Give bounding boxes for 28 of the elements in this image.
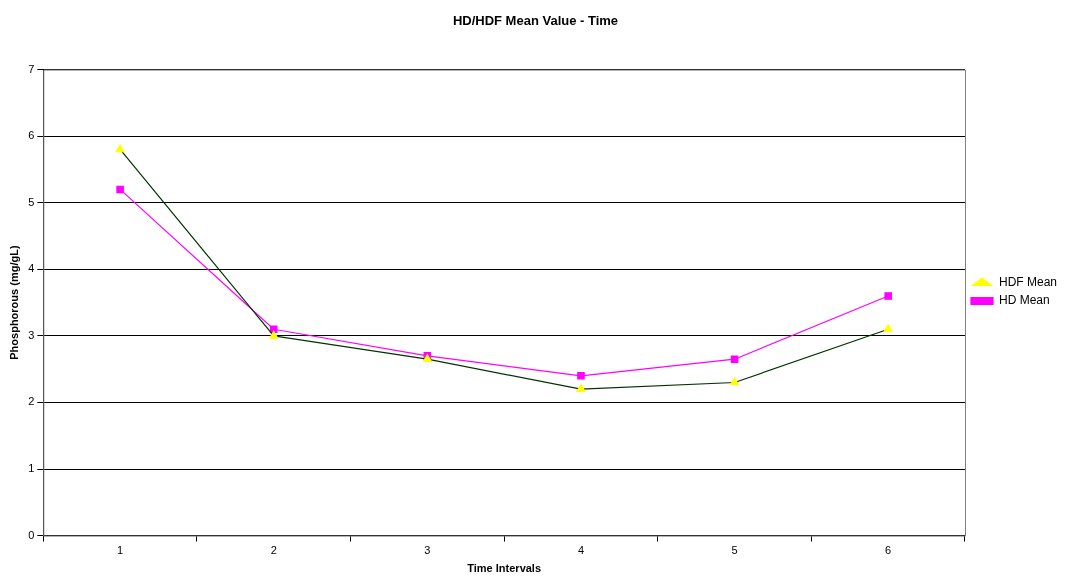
- y-tick-label: 1: [28, 462, 35, 475]
- point: [116, 185, 124, 194]
- y-tick-label: 2: [28, 395, 35, 408]
- y-tick-label: 4: [28, 262, 35, 275]
- y-tick-label: 6: [28, 129, 35, 142]
- point: [730, 355, 739, 363]
- x-tick-label: 6: [885, 544, 892, 557]
- x-tick-label: 1: [117, 544, 124, 557]
- legend-label: HDF Mean: [998, 275, 1057, 290]
- y-axis-title: Phosphorous (mg/gL): [7, 245, 20, 360]
- point: [576, 384, 586, 392]
- legend-label: HD Mean: [998, 293, 1050, 308]
- point: [115, 144, 125, 153]
- y-tick-label: 7: [28, 62, 35, 75]
- point: [884, 292, 892, 300]
- y-tick-label: 5: [28, 195, 35, 208]
- y-tick-label: 0: [28, 528, 35, 541]
- point: [730, 377, 740, 386]
- x-tick-label: 2: [270, 544, 277, 557]
- x-tick-label: 5: [731, 544, 738, 557]
- x-tick-label: 3: [424, 544, 431, 557]
- point: [269, 330, 279, 339]
- y-tick-label: 3: [28, 328, 35, 341]
- x-axis-title: Time Intervals: [467, 562, 542, 575]
- x-tick-label: 4: [577, 544, 585, 557]
- chart-title: HD/HDF Mean Value - Time: [452, 13, 619, 29]
- point: [883, 324, 893, 333]
- point: [577, 372, 585, 380]
